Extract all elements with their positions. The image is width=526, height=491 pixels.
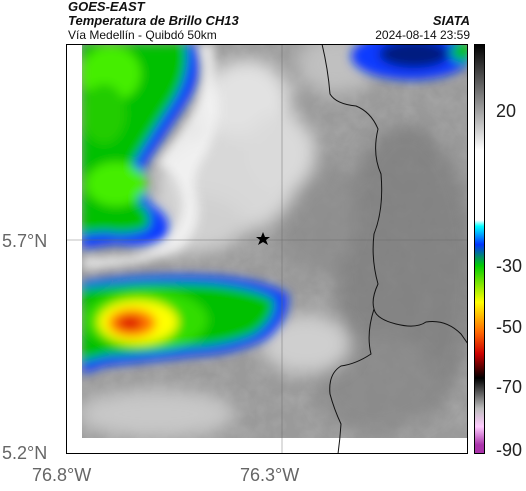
- timestamp-label: 2024-08-14 23:59: [375, 28, 470, 42]
- lat-label-5-7: 5.7°N: [2, 231, 48, 251]
- product-title: Temperatura de Brillo CH13: [68, 13, 239, 28]
- organization-label: SIATA: [432, 13, 470, 28]
- lon-label-76-3: 76.3°W: [240, 465, 300, 485]
- colorbar-tick-minus-70: -70: [496, 377, 523, 397]
- satellite-title: GOES-EAST: [68, 0, 145, 14]
- colorbar-tick-minus-50: -50: [496, 317, 523, 337]
- satellite-map[interactable]: [66, 44, 468, 454]
- colorbar: [474, 44, 485, 454]
- lon-label-76-8: 76.8°W: [32, 465, 92, 485]
- star-icon[interactable]: [256, 232, 270, 245]
- route-subtitle: Vía Medellín - Quibdó 50km: [68, 28, 217, 42]
- colorbar-tick-minus-30: -30: [496, 256, 523, 276]
- colorbar-tick-minus-90: -90: [496, 440, 523, 460]
- department-boundary: [321, 44, 468, 454]
- lat-label-5-2: 5.2°N: [2, 443, 48, 463]
- colorbar-tick-20: 20: [496, 101, 517, 121]
